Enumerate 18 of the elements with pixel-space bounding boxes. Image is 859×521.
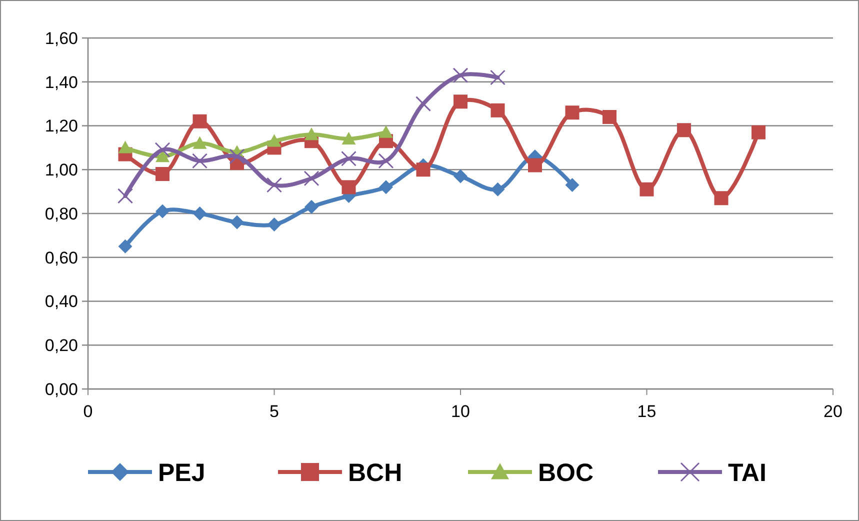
y-tick-label: 0,60: [44, 248, 78, 268]
y-tick-label: 1,20: [44, 116, 78, 136]
legend-label: PEJ: [158, 458, 206, 487]
x-tick-label: 5: [270, 402, 279, 421]
y-tick-label: 0,20: [44, 336, 78, 356]
y-tick-label: 0,40: [44, 292, 78, 312]
y-tick-label: 1,00: [44, 160, 78, 180]
legend-label: TAI: [728, 458, 766, 487]
legend-label: BOC: [538, 458, 594, 487]
y-tick-label: 0,00: [44, 380, 78, 399]
y-tick-label: 0,80: [44, 204, 78, 224]
x-tick-label: 20: [824, 402, 842, 421]
legend-label: BCH: [348, 458, 402, 487]
x-tick-label: 15: [637, 402, 656, 421]
x-tick-label: 10: [451, 402, 470, 421]
x-tick-label: 0: [83, 402, 93, 421]
y-tick-label: 1,40: [44, 72, 78, 92]
y-tick-label: 1,60: [44, 28, 78, 48]
